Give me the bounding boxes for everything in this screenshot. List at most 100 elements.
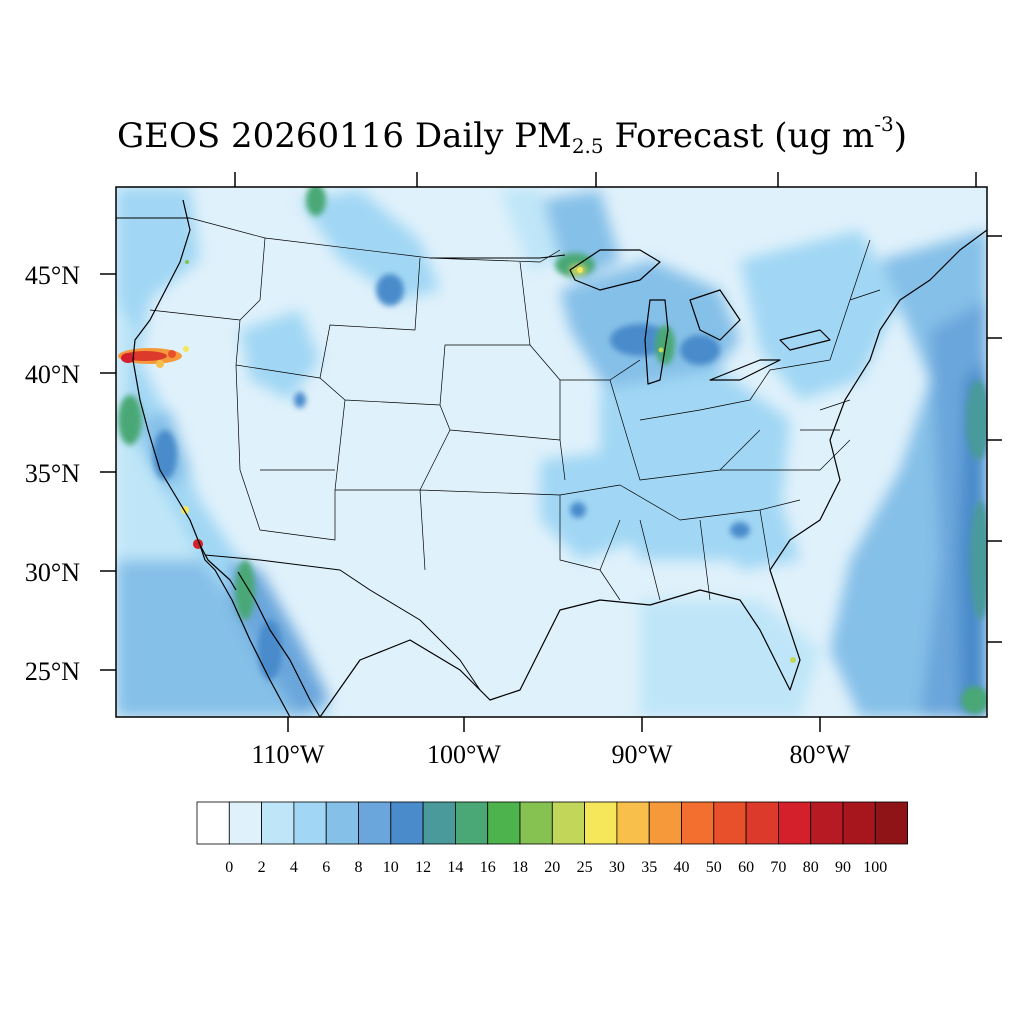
lake-erie <box>709 359 781 381</box>
concentration-field <box>116 187 987 717</box>
lat-label-35: 35°N <box>25 459 80 488</box>
wisconsin-hotspot <box>610 324 670 356</box>
north-plains-field <box>500 187 560 270</box>
duluth-spot <box>577 267 583 273</box>
lon-label-110w: 110°W <box>252 740 325 769</box>
colorbar-label: 14 <box>447 859 463 876</box>
colorbar-swatch <box>422 801 456 845</box>
title-subscript: 2.5 <box>571 134 604 158</box>
lat-label-30: 30°N <box>25 558 80 587</box>
colorbar-label: 100 <box>863 859 887 876</box>
colorbar-swatch <box>358 801 392 845</box>
colorbar-swatch <box>228 801 263 845</box>
colorbar-swatch <box>325 801 359 845</box>
northeast-field <box>740 230 900 400</box>
map-title: GEOS 20260116 Daily PM2.5 Forecast (ug m… <box>0 112 1024 158</box>
sierra-hotspot <box>153 430 177 480</box>
colorbar-label: 40 <box>674 859 690 876</box>
colorbar-swatch <box>745 801 779 845</box>
colorbar-swatch <box>261 801 295 845</box>
colorbar-label: 35 <box>641 859 657 876</box>
colorbar-label: 0 <box>225 859 233 876</box>
lon-label-80w: 80°W <box>790 740 851 769</box>
colorbar-swatch <box>519 801 553 845</box>
colorbar-label: 18 <box>512 859 528 876</box>
top-ticks <box>234 172 977 187</box>
canada-border <box>116 217 566 259</box>
colorbar-swatch <box>616 801 650 845</box>
atlantic-east-hotspot <box>966 380 987 460</box>
baja-hotspot <box>235 560 255 620</box>
colorbar-label: 25 <box>577 859 593 876</box>
lake-superior <box>569 249 661 291</box>
colorbar-label: 20 <box>544 859 560 876</box>
lon-label-90w: 90°W <box>612 740 673 769</box>
colorbar-swatch <box>778 801 812 845</box>
colorbar-swatch <box>293 801 327 845</box>
colorbar-label: 10 <box>383 859 399 876</box>
great-basin-field <box>240 310 320 400</box>
southeast-field <box>700 500 800 570</box>
colorbar-label: 6 <box>322 859 330 876</box>
latitude-labels: 45°N 40°N 35°N 30°N 25°N <box>25 261 80 686</box>
sonora-coastline <box>237 571 321 717</box>
colorbar-swatch <box>196 801 230 845</box>
colorbar-swatch <box>874 801 908 845</box>
title-prefix: GEOS 20260116 Daily PM <box>117 116 572 156</box>
pacific-nearshore-field <box>116 300 200 560</box>
caribbean-hotspot <box>961 686 987 714</box>
colorbar-label: 4 <box>290 859 298 876</box>
colorbar-label: 90 <box>835 859 851 876</box>
mexico-border <box>204 554 481 691</box>
lat-label-40: 40°N <box>25 360 80 389</box>
lake-ontario <box>779 329 831 351</box>
colorbar-swatch <box>454 801 489 845</box>
baja-coastline <box>199 544 237 591</box>
map-frame <box>115 186 988 718</box>
seattle-spot <box>185 260 189 264</box>
colorbar-label: 16 <box>480 859 496 876</box>
colorbar-label: 8 <box>355 859 363 876</box>
colorbar-swatch <box>648 801 682 845</box>
norcal-plume-west <box>121 353 135 363</box>
bottom-ticks <box>287 717 821 732</box>
concentration-hotspots <box>118 187 987 714</box>
norcal-coast-hotspot <box>118 395 142 445</box>
norcal-spot-orange <box>156 360 164 368</box>
northern-rockies-field <box>300 190 440 300</box>
lat-label-45: 45°N <box>25 261 80 290</box>
colorbar-swatch <box>584 801 618 845</box>
title-suffix: ) <box>893 116 907 156</box>
lon-label-100w: 100°W <box>427 740 501 769</box>
lake-michigan-spot <box>658 347 664 353</box>
colorbar-label: 2 <box>258 859 266 876</box>
colorbar-label: 12 <box>415 859 431 876</box>
florida-spot <box>790 657 796 663</box>
georgia-hotspot <box>730 522 750 538</box>
colorbar-label: 70 <box>770 859 786 876</box>
lat-label-25: 25°N <box>25 657 80 686</box>
colorbar-swatch <box>842 801 876 845</box>
longitude-labels: 110°W 100°W 90°W 80°W <box>252 740 851 769</box>
colorbar-label: 60 <box>738 859 754 876</box>
right-ticks <box>987 235 1002 643</box>
pacific-south-field <box>116 560 300 717</box>
colorbar-swatch <box>810 801 844 845</box>
title-middle: Forecast (ug m <box>603 116 875 156</box>
sonora-hotspot <box>258 620 282 680</box>
michigan-hotspot <box>680 335 720 365</box>
colorbar-label: 30 <box>609 859 625 876</box>
colorbar-swatch <box>487 801 521 845</box>
utah-hotspot <box>294 392 306 408</box>
colorbar-label: 80 <box>803 859 819 876</box>
norcal-spot-yellow <box>183 346 189 352</box>
left-ticks <box>100 273 116 671</box>
gulf-and-atlantic-coastline <box>319 229 987 717</box>
montana-hotspot <box>376 274 404 306</box>
gulf-field <box>640 600 820 717</box>
boundaries <box>116 199 987 717</box>
atlantic-southeast-hotspot <box>970 500 987 620</box>
colorbar-swatch <box>390 801 424 845</box>
norcal-spot-east <box>168 350 176 358</box>
